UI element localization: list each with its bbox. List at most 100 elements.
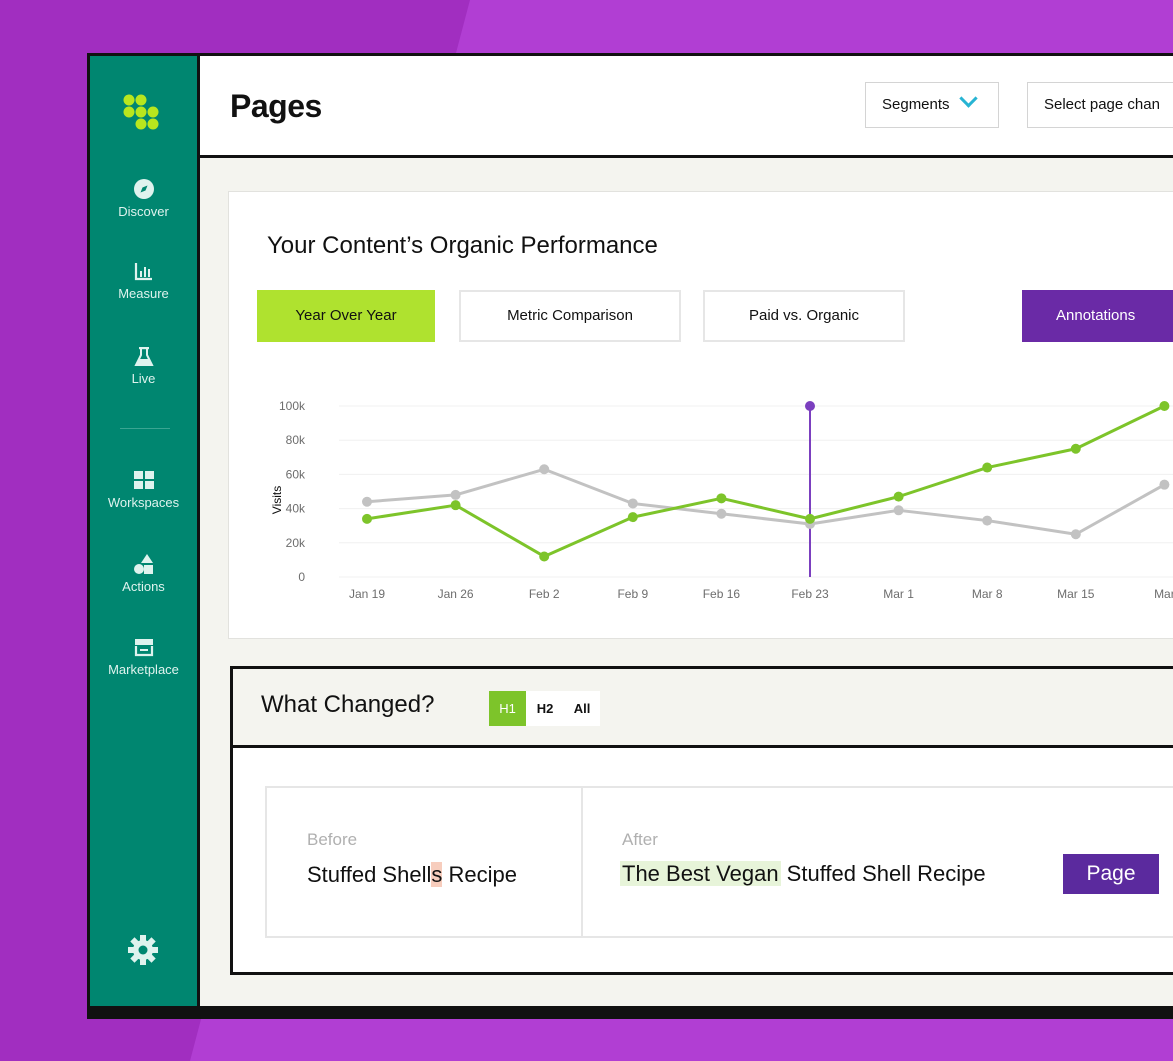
heading-comparison: Before Stuffed Shells Recipe After The B…: [265, 786, 1173, 938]
tab-metric-comparison[interactable]: Metric Comparison: [459, 290, 681, 342]
x-tick-label: Jan 26: [438, 587, 474, 601]
bar-chart-icon: [134, 263, 152, 281]
current-year-line: [366, 404, 1166, 558]
current-year-point: [450, 500, 461, 511]
dots-logo-icon[interactable]: [123, 94, 165, 136]
current-year-point: [539, 551, 550, 562]
y-tick-label: 80k: [286, 433, 306, 447]
sidebar-item-label: Marketplace: [108, 662, 179, 677]
gear-icon[interactable]: [127, 934, 159, 966]
y-tick-label: 20k: [286, 536, 306, 550]
previous-year-point: [982, 515, 993, 526]
shapes-icon: [133, 554, 153, 574]
window-bottom-edge: [87, 1006, 1173, 1019]
previous-year-line: [366, 467, 1166, 536]
tab-paid-vs-organic[interactable]: Paid vs. Organic: [703, 290, 905, 342]
x-tick-label: Feb 2: [529, 587, 560, 601]
sidebar-item-workspaces[interactable]: Workspaces: [90, 469, 197, 510]
previous-year-point: [627, 498, 638, 509]
x-tick-label: Mar 1: [883, 587, 914, 601]
current-year-point: [627, 512, 638, 523]
what-changed-card: What Changed? H1 H2 All Before Stuffed S…: [230, 666, 1173, 975]
y-tick-label: 0: [298, 570, 305, 584]
sidebar-item-label: Workspaces: [107, 495, 180, 510]
top-bar: Pages Segments Select page chan: [200, 56, 1173, 158]
comparison-divider: [581, 788, 583, 936]
sidebar-item-label: Live: [131, 371, 156, 386]
what-changed-title: What Changed?: [261, 691, 435, 718]
toggle-h2[interactable]: H2: [526, 691, 564, 726]
sidebar-item-actions[interactable]: Actions: [90, 553, 197, 594]
x-tick-label: Mar 15: [1057, 587, 1095, 601]
added-highlight: The Best Vegan: [620, 861, 781, 886]
app-window: Discover Measure Live: [87, 53, 1173, 1019]
page-button[interactable]: Page: [1063, 854, 1159, 894]
toggle-all[interactable]: All: [564, 691, 600, 726]
tab-label: Paid vs. Organic: [748, 307, 860, 324]
what-changed-header: What Changed? H1 H2 All: [233, 669, 1173, 748]
annotations-label: Annotations: [1056, 307, 1136, 324]
compass-icon: [133, 179, 154, 199]
before-text-part: Recipe: [442, 862, 517, 887]
store-icon: [134, 639, 153, 657]
after-text-part: Stuffed Shell Recipe: [780, 861, 986, 886]
x-tick-label: Feb 16: [703, 587, 741, 601]
previous-year-point: [716, 508, 727, 519]
y-tick-label: 100k: [279, 399, 306, 413]
previous-year-point: [539, 464, 550, 475]
performance-title: Your Content’s Organic Performance: [267, 232, 658, 259]
after-text: The Best Vegan Stuffed Shell Recipe: [620, 861, 986, 887]
x-tick-label: Mar: [1154, 587, 1173, 601]
before-text-part: Stuffed Shell: [307, 862, 432, 887]
y-tick-label: 60k: [286, 467, 306, 481]
before-text: Stuffed Shells Recipe: [307, 862, 517, 888]
current-year-point: [805, 513, 815, 524]
sidebar-item-measure[interactable]: Measure: [90, 260, 197, 301]
annotations-button[interactable]: Annotations: [1022, 290, 1173, 342]
main-content: Pages Segments Select page chan Your Con…: [200, 56, 1173, 1006]
select-page-change-dropdown[interactable]: Select page chan: [1027, 82, 1173, 128]
performance-card: Your Content’s Organic Performance Year …: [228, 191, 1173, 639]
current-year-point: [893, 491, 904, 502]
sidebar-divider: [120, 428, 170, 429]
current-year-point: [1159, 401, 1170, 411]
previous-year-point: [1070, 529, 1081, 540]
chevron-down-icon: [958, 89, 978, 108]
segments-dropdown[interactable]: Segments: [865, 82, 999, 128]
previous-year-point: [893, 505, 904, 516]
previous-year-point: [450, 489, 461, 500]
sidebar-item-discover[interactable]: Discover: [90, 178, 197, 219]
removed-highlight: s: [431, 862, 443, 887]
grid-icon: [133, 471, 154, 489]
after-label: After: [622, 830, 658, 849]
x-tick-label: Feb 9: [617, 587, 648, 601]
x-tick-label: Feb 23: [791, 587, 829, 601]
flask-icon: [133, 347, 154, 366]
page-title: Pages: [230, 88, 322, 124]
x-tick-label: Jan 19: [349, 587, 385, 601]
sidebar-item-marketplace[interactable]: Marketplace: [90, 636, 197, 677]
previous-year-point: [1159, 479, 1170, 490]
before-label: Before: [307, 830, 358, 849]
current-year-point: [982, 462, 993, 473]
tab-label: Metric Comparison: [507, 307, 633, 324]
current-year-point: [1070, 443, 1081, 454]
toggle-h1[interactable]: H1: [489, 691, 526, 726]
sidebar-item-label: Actions: [122, 579, 165, 594]
current-year-point: [362, 513, 372, 524]
tab-year-over-year[interactable]: Year Over Year: [257, 290, 435, 342]
sidebar-item-label: Measure: [118, 286, 169, 301]
segments-label: Segments: [882, 96, 950, 113]
y-axis-label: Visits: [270, 486, 284, 514]
sidebar: Discover Measure Live: [90, 56, 197, 1006]
previous-year-point: [362, 496, 372, 507]
tab-label: Year Over Year: [295, 307, 397, 324]
visits-line-chart: 100k 80k 60k 40k 20k 0 Visits Jan 19 Jan 26 Feb 2…: [270, 399, 1173, 601]
sidebar-item-label: Discover: [118, 204, 169, 219]
x-tick-label: Mar 8: [972, 587, 1003, 601]
y-tick-label: 40k: [286, 502, 306, 516]
sidebar-item-live[interactable]: Live: [90, 345, 197, 386]
annotation-marker: [805, 401, 815, 411]
select-page-change-label: Select page chan: [1044, 96, 1160, 113]
current-year-point: [716, 493, 727, 504]
